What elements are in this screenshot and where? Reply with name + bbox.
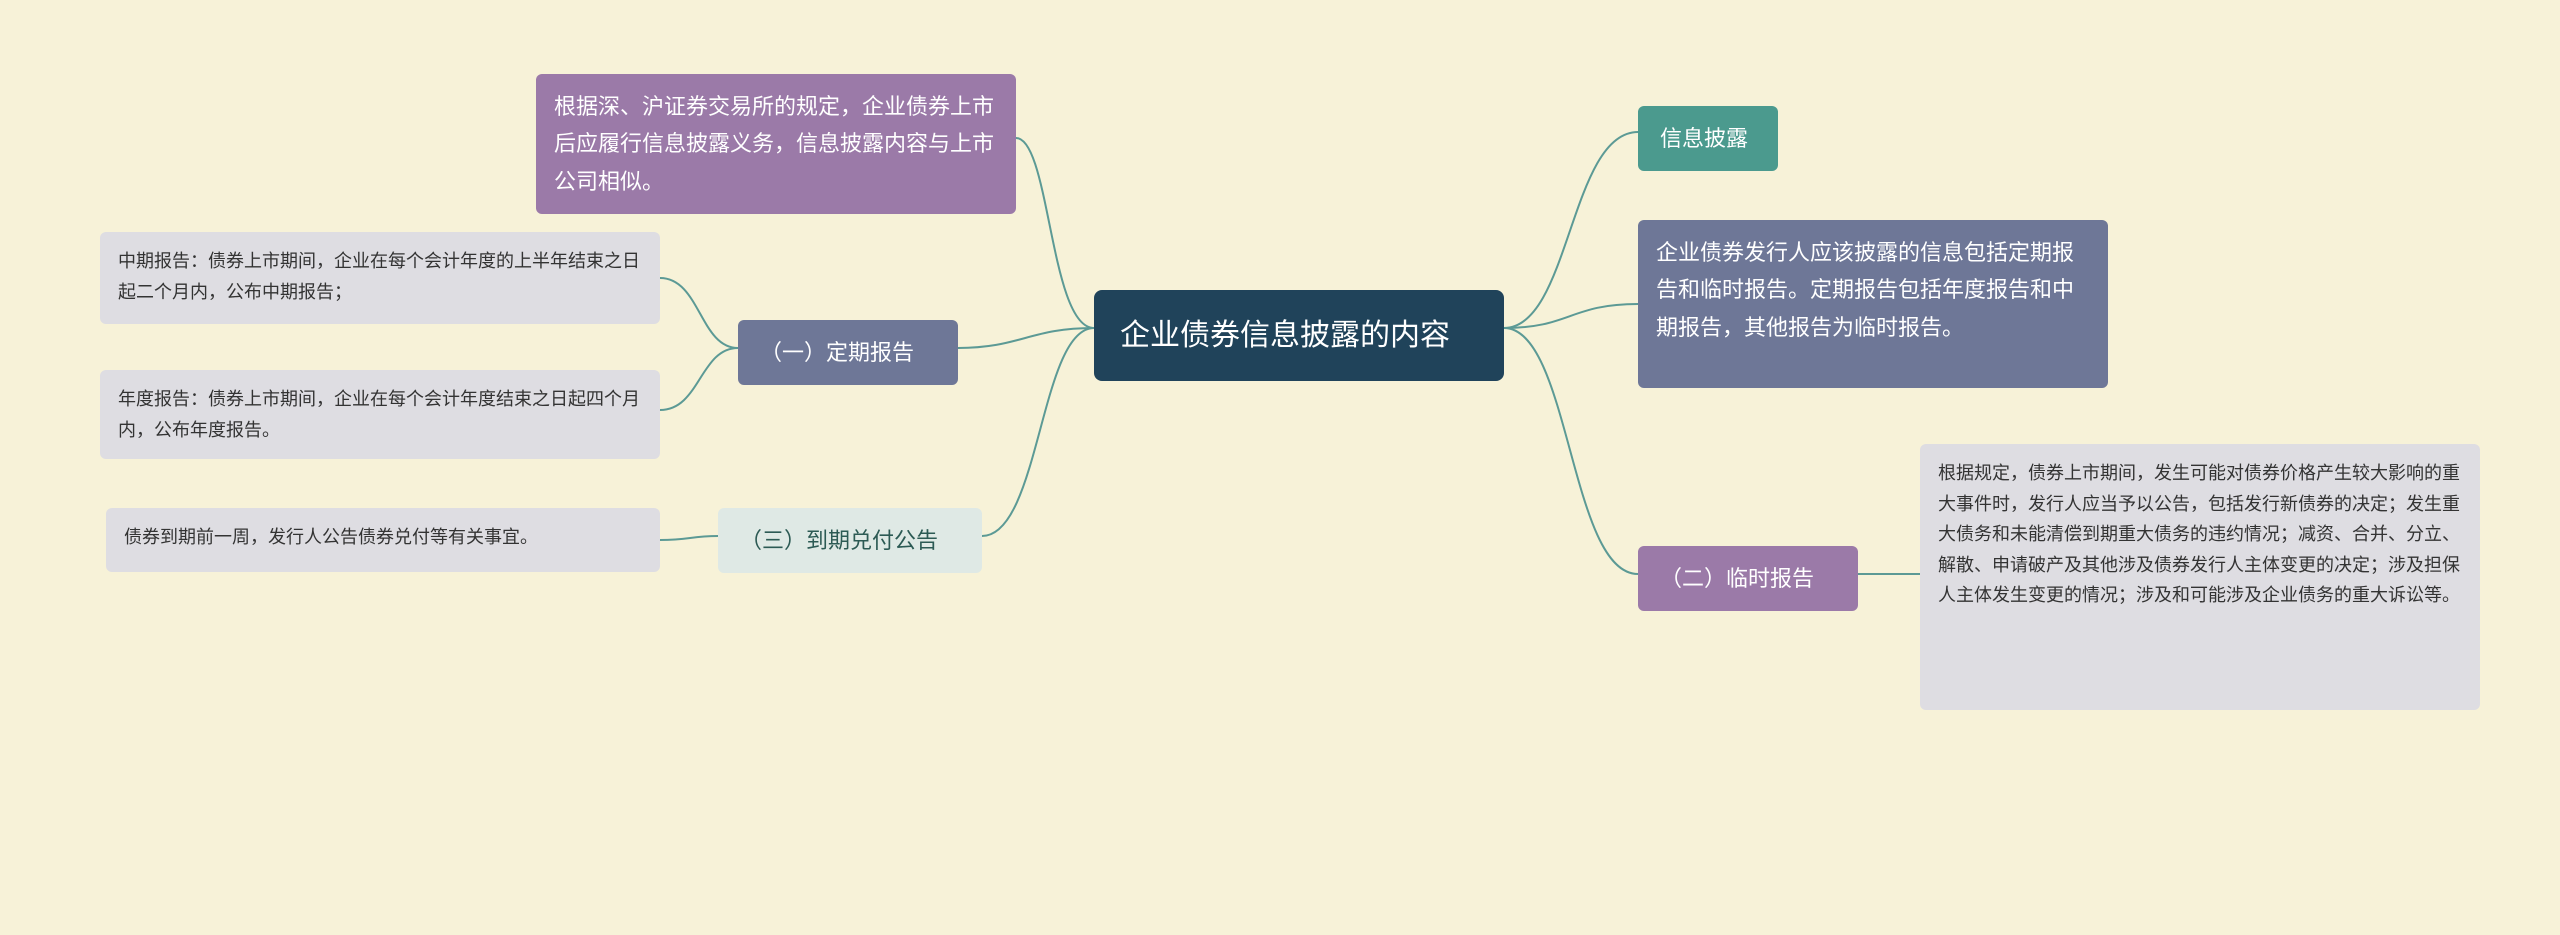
maturity-announcement-leaf: 债券到期前一周，发行人公告债券兑付等有关事宜。 [106,508,660,572]
overview-node: 企业债券发行人应该披露的信息包括定期报告和临时报告。定期报告包括年度报告和中期报… [1638,220,2108,388]
connector [1504,132,1638,328]
maturity-announcement-node: （三）到期兑付公告 [718,508,982,573]
connector [660,348,738,410]
connector [1504,304,1638,328]
intro-node: 根据深、沪证券交易所的规定，企业债券上市后应履行信息披露义务，信息披露内容与上市… [536,74,1016,214]
connector [1504,328,1638,574]
interim-report-leaf: 中期报告：债券上市期间，企业在每个会计年度的上半年结束之日起二个月内，公布中期报… [100,232,660,324]
periodic-report-node: （一）定期报告 [738,320,958,385]
annual-report-leaf: 年度报告：债券上市期间，企业在每个会计年度结束之日起四个月内，公布年度报告。 [100,370,660,459]
connector [982,328,1094,536]
connector [660,536,718,540]
center-node: 企业债券信息披露的内容 [1094,290,1504,381]
connector [660,278,738,348]
temporary-report-node: （二）临时报告 [1638,546,1858,611]
connector [958,328,1094,348]
connector [1016,138,1094,328]
temporary-report-leaf: 根据规定，债券上市期间，发生可能对债券价格产生较大影响的重大事件时，发行人应当予… [1920,444,2480,710]
disclosure-node: 信息披露 [1638,106,1778,171]
